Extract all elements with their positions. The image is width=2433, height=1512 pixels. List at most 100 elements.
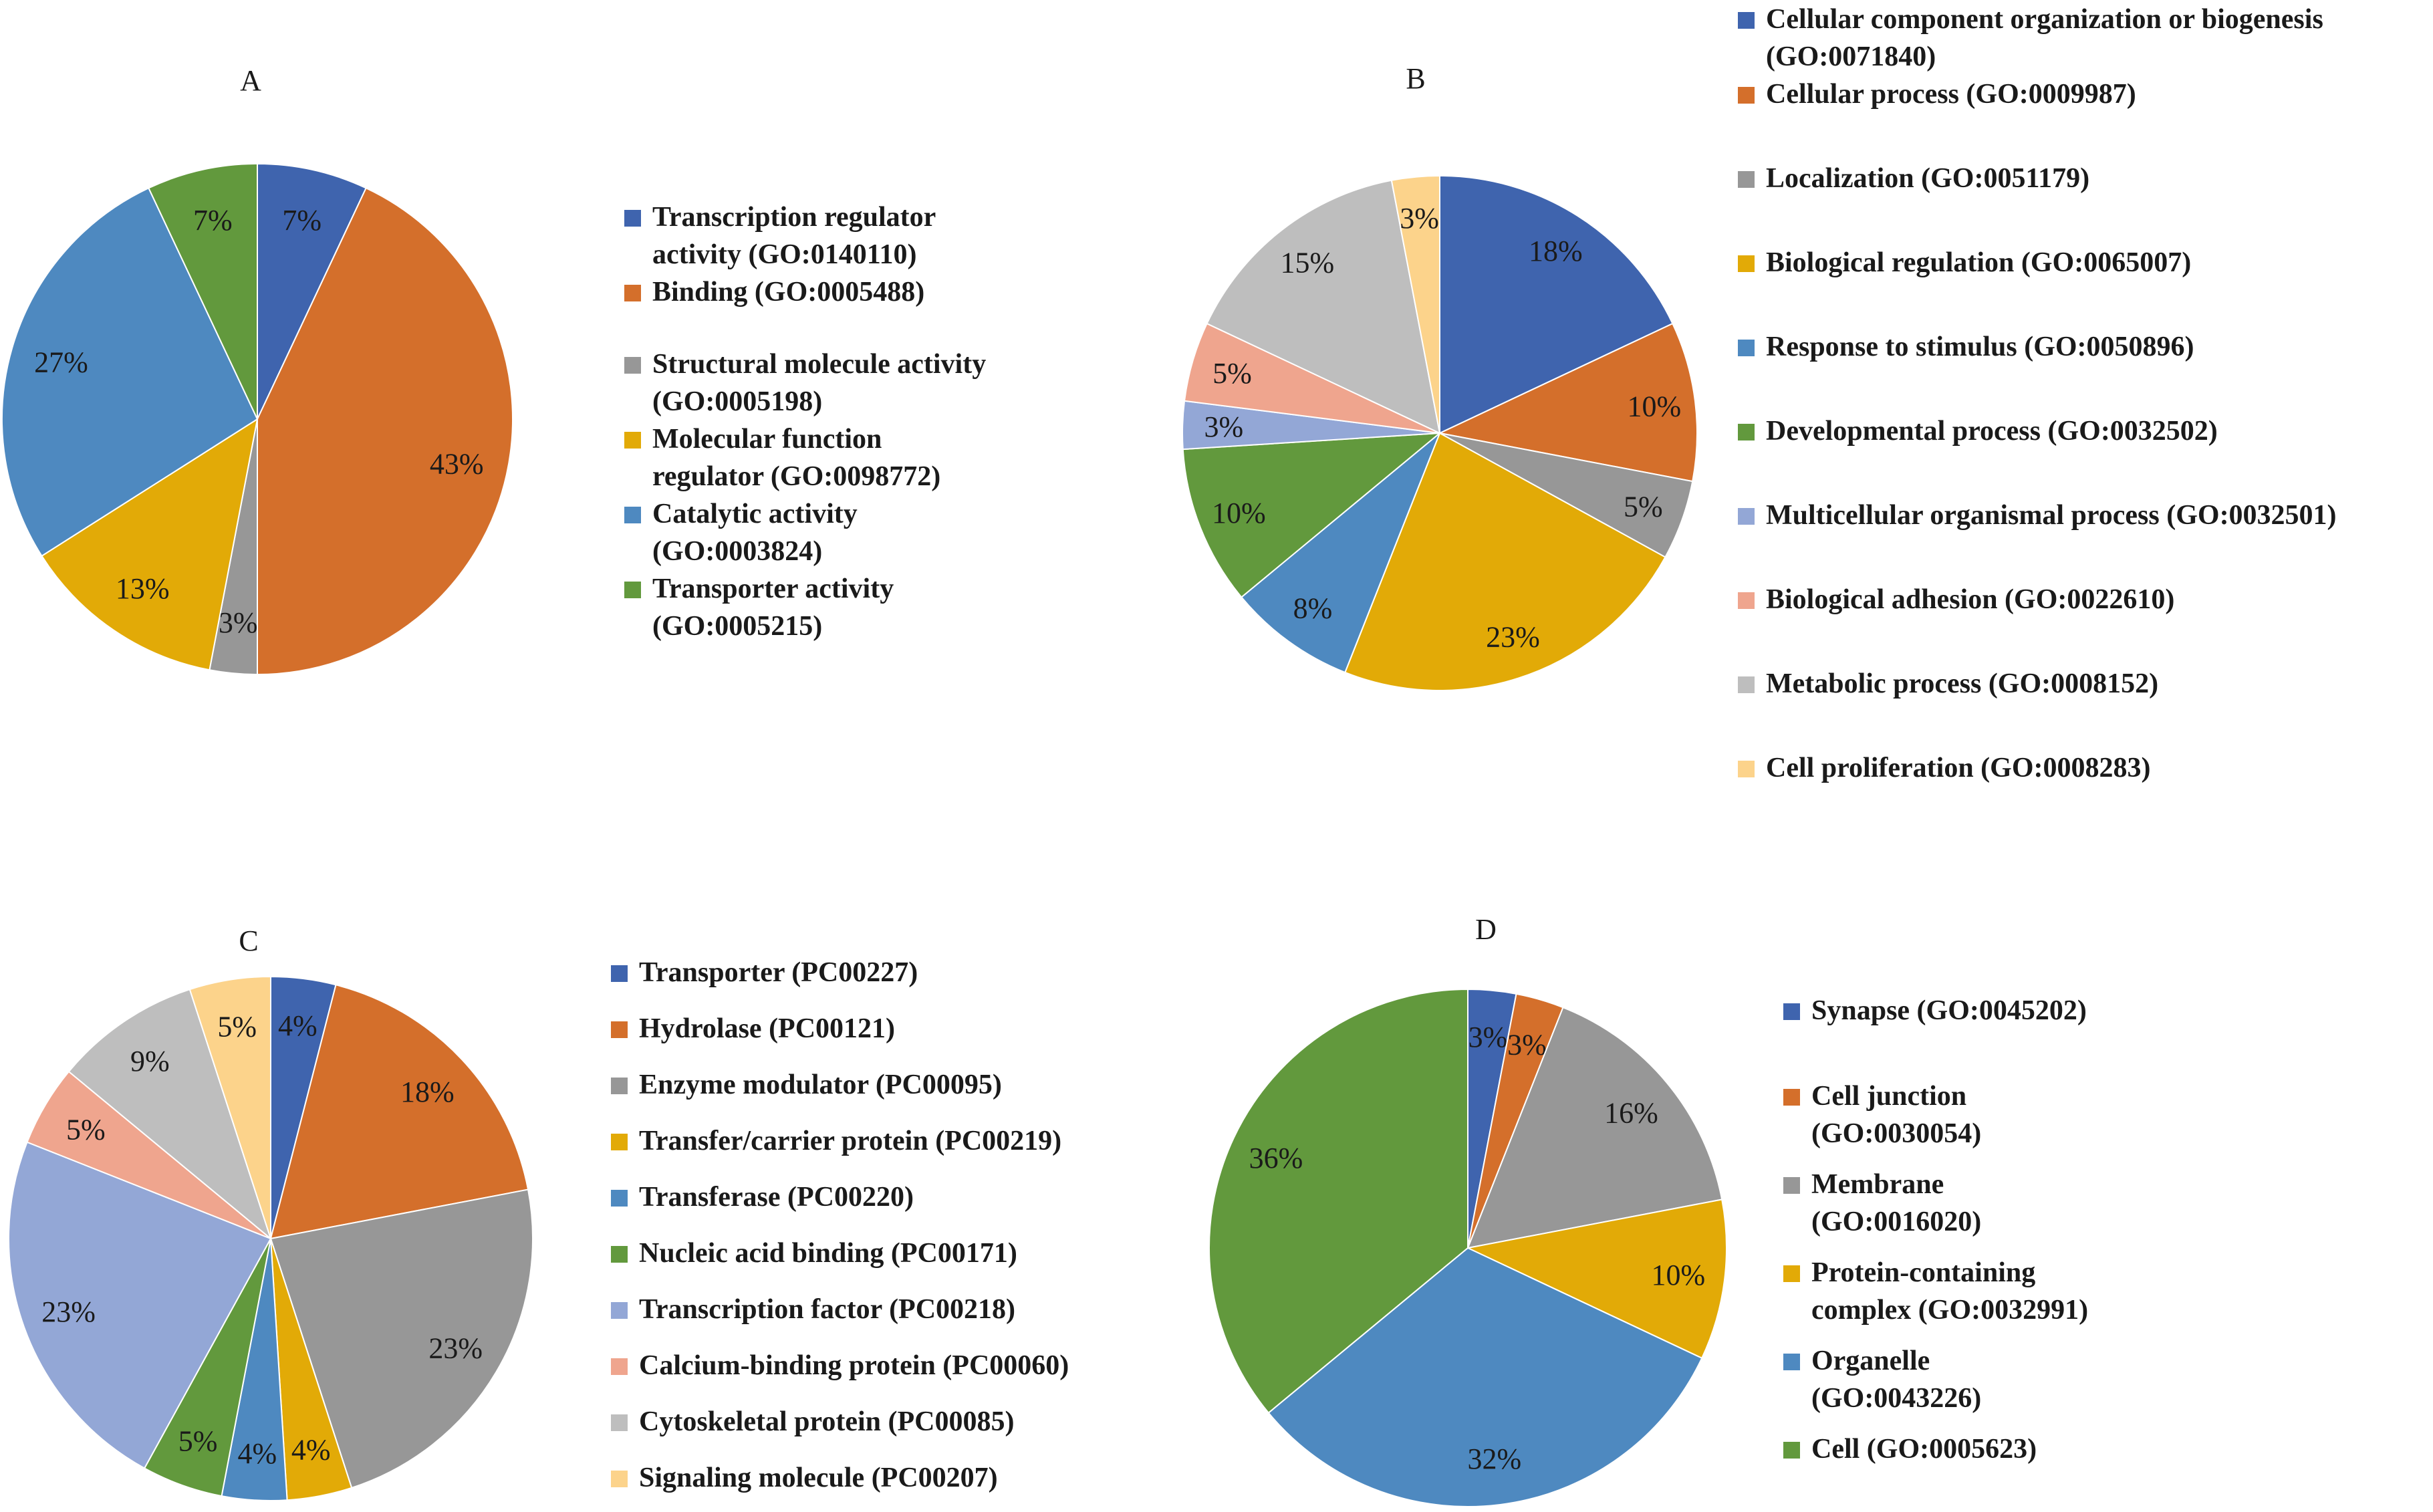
pie-slice[interactable]	[269, 1188, 533, 1489]
legend-item: Transporter (PC00227)	[611, 957, 918, 988]
legend-label: Binding (GO:0005488)	[652, 277, 924, 307]
legend-label: Cell junction	[1811, 1081, 1966, 1112]
pie-slice[interactable]	[1343, 432, 1666, 691]
pie-slice[interactable]	[68, 988, 273, 1241]
legend-label: Cell (GO:0005623)	[1811, 1434, 2037, 1465]
pie-slice[interactable]	[1206, 179, 1441, 434]
legend-item: Response to stimulus (GO:0050896)	[1738, 332, 2194, 362]
legend-swatch	[1738, 171, 1755, 188]
legend-item: Transfer/carrier protein (PC00219)	[611, 1126, 1061, 1156]
legend-swatch	[1783, 1003, 1800, 1020]
legend-item: Calcium-binding protein (PC00060)	[611, 1350, 1069, 1381]
data-label: 5%	[1212, 357, 1252, 390]
legend-label: (GO:0005215)	[652, 611, 822, 642]
legend-item: Localization (GO:0051179)	[1738, 163, 2089, 194]
legend-label: (GO:0043226)	[1811, 1383, 1981, 1414]
legend-swatch	[1738, 255, 1755, 272]
pie-slice[interactable]	[1390, 174, 1440, 434]
pie-chart-b: B 18% 10% 5% 23% 8% 10% 3% 5% 15% 3% Cellular compo…	[1182, 4, 2337, 783]
legend-item: Metabolic process (GO:0008152)	[1738, 668, 2158, 699]
legend-swatch	[611, 1021, 628, 1038]
legend-item: Cell junction (GO:0030054)	[1783, 1081, 1981, 1149]
legend-label: Enzyme modulator (PC00095)	[639, 1069, 1002, 1100]
legend: Transporter (PC00227) Hydrolase (PC00121)…	[611, 957, 1069, 1493]
legend-swatch	[611, 965, 628, 982]
pie-slice[interactable]	[8, 1141, 272, 1469]
pie-slice[interactable]	[1240, 432, 1440, 674]
pie-slice[interactable]	[1, 187, 259, 557]
legend-item: Structural molecule activity (GO:0005198)	[624, 349, 986, 417]
legend-item: Molecular function regulator (GO:0098772)	[624, 424, 940, 492]
panel-title: C	[239, 924, 258, 957]
legend-swatch	[611, 1078, 628, 1094]
legend-label: Cellular component organization or bioge…	[1766, 4, 2323, 35]
legend-label: Cytoskeletal protein (PC00085)	[639, 1406, 1014, 1437]
panel-title: B	[1406, 62, 1425, 95]
legend-swatch	[1738, 676, 1755, 693]
pie-slice[interactable]	[269, 984, 529, 1240]
legend-item: Catalytic activity (GO:0003824)	[624, 499, 858, 567]
data-label: 9%	[130, 1045, 170, 1078]
pie-slice[interactable]	[1182, 432, 1442, 598]
legend-swatch	[1738, 592, 1755, 609]
legend-swatch	[1783, 1354, 1800, 1370]
legend-label: Transfer/carrier protein (PC00219)	[639, 1126, 1061, 1156]
pie-chart-c: C 4% 18% 23% 4% 4% 5% 23% 5% 9% 5% Transporter (PC0…	[8, 924, 1069, 1501]
data-label: 3%	[1204, 410, 1243, 443]
legend-item: Signaling molecule (PC00207)	[611, 1463, 998, 1493]
pie-slice[interactable]	[148, 162, 258, 420]
pie-slice[interactable]	[1267, 1247, 1703, 1508]
legend-item: Cytoskeletal protein (PC00085)	[611, 1406, 1014, 1437]
data-label: 10%	[1651, 1259, 1705, 1291]
pie-slice[interactable]	[188, 975, 271, 1239]
legend-label: Localization (GO:0051179)	[1766, 163, 2089, 194]
data-label: 15%	[1280, 247, 1334, 279]
data-label: 3%	[1468, 1021, 1508, 1053]
legend-label: Calcium-binding protein (PC00060)	[639, 1350, 1069, 1381]
legend-label: Transcription regulator	[652, 202, 936, 233]
legend-swatch	[1738, 508, 1755, 525]
data-label: 5%	[178, 1424, 218, 1457]
legend-label: Biological regulation (GO:0065007)	[1766, 247, 2191, 278]
legend-label: Developmental process (GO:0032502)	[1766, 416, 2218, 447]
pie-slice[interactable]	[257, 162, 367, 420]
legend-item: Biological regulation (GO:0065007)	[1738, 247, 2191, 278]
legend-swatch	[624, 285, 641, 301]
pie-slice[interactable]	[41, 417, 259, 671]
legend-label: Transporter (PC00227)	[639, 957, 918, 988]
data-label: 3%	[1507, 1028, 1547, 1061]
legend-swatch	[624, 210, 641, 227]
data-label: 5%	[1624, 491, 1663, 523]
legend-label: Cell proliferation (GO:0008283)	[1766, 753, 2150, 783]
data-label: 18%	[400, 1076, 455, 1108]
legend-label: Transporter activity	[652, 574, 894, 604]
pie-slice[interactable]	[257, 187, 513, 676]
legend-item: Transporter activity (GO:0005215)	[624, 574, 894, 642]
pie-slice[interactable]	[1439, 174, 1674, 434]
pie-slice[interactable]	[1465, 1199, 1727, 1360]
legend-swatch	[1783, 1265, 1800, 1282]
legend-swatch	[624, 582, 641, 598]
data-label: 32%	[1467, 1442, 1521, 1475]
legend-label: Cellular process (GO:0009987)	[1766, 79, 2136, 110]
pie-slice[interactable]	[1208, 988, 1468, 1414]
pie-chart-d: D 3% 3% 16% 10% 32% 36% Synapse (GO:0045202) Cel…	[1208, 913, 2088, 1508]
data-label: 5%	[66, 1113, 106, 1146]
data-label: 13%	[116, 572, 170, 605]
legend-item: Multicellular organismal process (GO:003…	[1738, 500, 2337, 531]
legend-swatch	[1783, 1089, 1800, 1106]
legend-item: Membrane (GO:0016020)	[1783, 1169, 1981, 1237]
pie-slice[interactable]	[1466, 1006, 1723, 1249]
legend-label: activity (GO:0140110)	[652, 239, 916, 270]
pie-slice[interactable]	[1437, 322, 1698, 483]
legend-label: Hydrolase (PC00121)	[639, 1013, 895, 1044]
legend-label: (GO:0003824)	[652, 536, 822, 567]
legend-item: Synapse (GO:0045202)	[1783, 995, 2087, 1026]
legend-swatch	[611, 1302, 628, 1319]
legend-label: (GO:0016020)	[1811, 1207, 1981, 1237]
legend-label: Synapse (GO:0045202)	[1811, 995, 2087, 1026]
legend-label: Nucleic acid binding (PC00171)	[639, 1238, 1017, 1269]
legend-label: Signaling molecule (PC00207)	[639, 1463, 998, 1493]
data-label: 10%	[1212, 497, 1266, 529]
